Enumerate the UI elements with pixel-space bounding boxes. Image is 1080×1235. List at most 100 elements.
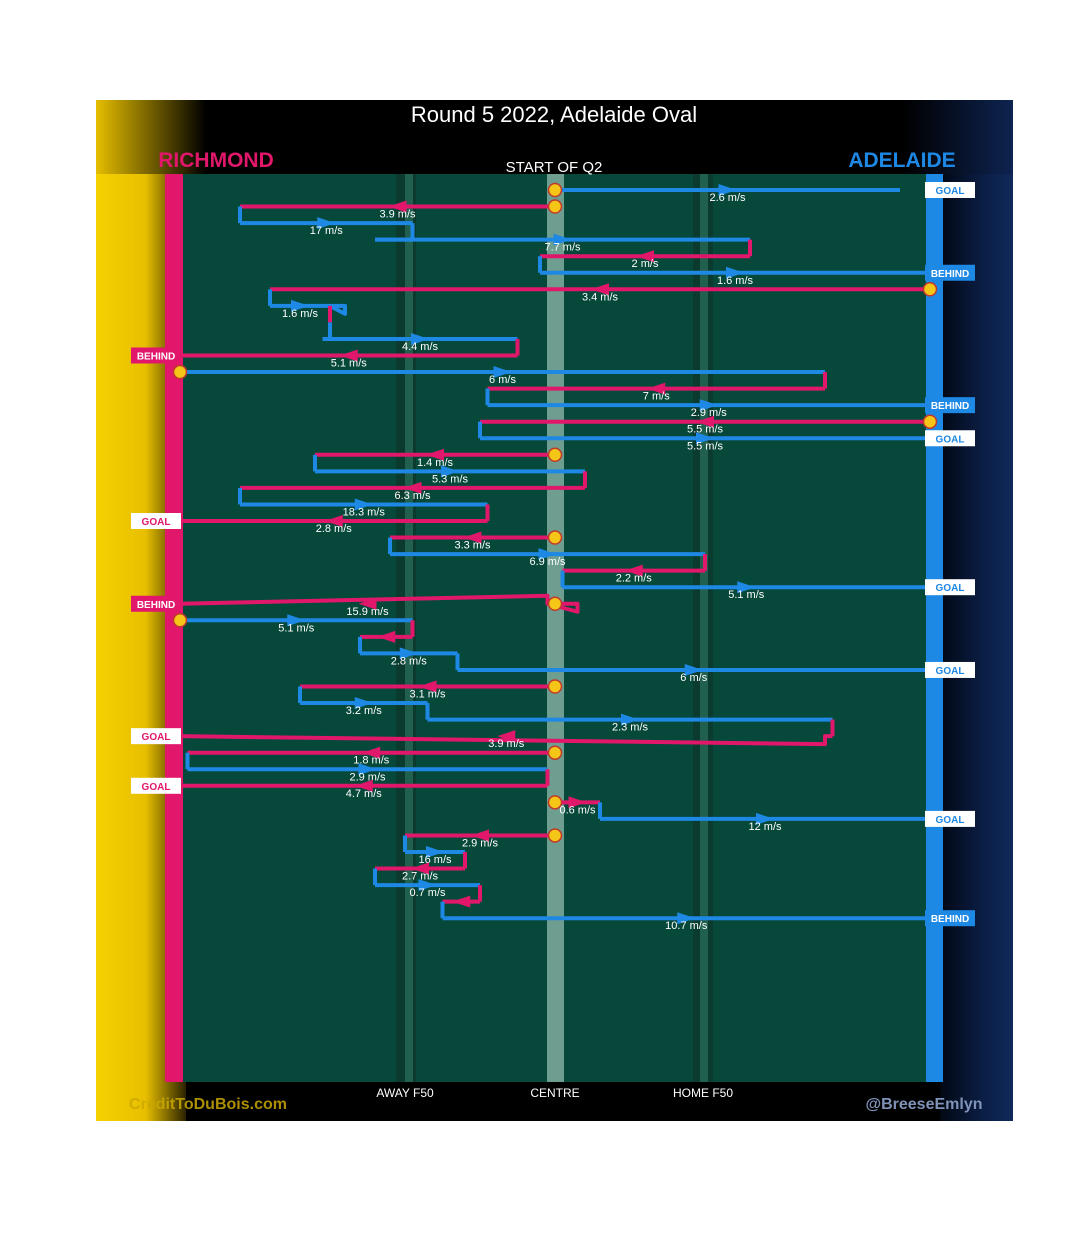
result-badge-goal <box>925 579 975 596</box>
chain-direction-arrow <box>538 548 557 561</box>
chain-direction-arrow <box>362 746 381 759</box>
stoppage-marker <box>172 364 188 380</box>
tick-label-centre: CENTRE <box>530 1086 579 1100</box>
chain-speed-label: 2.9 m/s <box>349 771 386 783</box>
chain-direction-arrow <box>647 382 666 395</box>
chain-direction-arrow <box>726 266 744 279</box>
chain-direction-arrow <box>684 663 703 676</box>
result-badge-goal <box>925 661 975 678</box>
chain-direction-arrow <box>756 812 774 825</box>
chain-speed-label: 2.3 m/s <box>612 722 649 734</box>
chain-direction-arrow <box>737 581 756 594</box>
result-badge-label: GOAL <box>936 815 965 826</box>
chain-speed-label: 7 m/s <box>643 391 670 403</box>
chain-direction-arrow <box>324 515 343 527</box>
chain-speed-label: 6 m/s <box>489 374 516 386</box>
result-badge-behind <box>131 595 181 612</box>
adelaide-goal-post <box>926 174 943 1082</box>
chain-speed-label: 0.7 m/s <box>409 887 446 899</box>
chain-direction-arrow <box>418 680 437 693</box>
chain-speed-label: 2.2 m/s <box>616 573 653 585</box>
chain-direction-arrow <box>463 531 482 544</box>
chain-speed-label: 2.6 m/s <box>709 192 746 204</box>
result-badge-behind <box>925 910 975 927</box>
result-badge-goal <box>925 182 975 198</box>
stoppage-marker <box>547 199 563 214</box>
chain-speed-label: 5.5 m/s <box>687 424 724 436</box>
chain-speed-label: 3.9 m/s <box>379 209 416 221</box>
result-badge-label: BEHIND <box>137 600 175 611</box>
chain-speed-label: 2 m/s <box>632 258 659 270</box>
chain-direction-arrow <box>699 399 718 412</box>
result-badge-label: GOAL <box>142 517 171 528</box>
stoppage-marker <box>547 182 563 198</box>
result-badge-behind <box>131 347 181 364</box>
stoppage-marker <box>922 414 938 429</box>
result-badge-goal <box>131 777 181 794</box>
chain-direction-arrow <box>418 879 437 892</box>
chain-speed-label: 0.6 m/s <box>559 804 596 816</box>
result-badge-label: GOAL <box>936 583 965 594</box>
credit-left: CreditToDuBois.com <box>129 1096 287 1113</box>
footer-band <box>96 1082 1013 1121</box>
stoppage-marker <box>547 679 563 694</box>
result-badge-goal <box>925 810 975 827</box>
chain-speed-label: 16 m/s <box>418 854 452 866</box>
chain-speed-label: 17 m/s <box>310 225 344 237</box>
chain-direction-arrow <box>358 597 377 610</box>
chain-direction-arrow <box>411 862 429 875</box>
result-badge-label: GOAL <box>142 732 171 743</box>
chain-direction-arrow <box>291 299 309 312</box>
chain-speed-label: 5.1 m/s <box>331 358 368 370</box>
chain-speed-label: 3.9 m/s <box>488 738 525 750</box>
chain-direction-arrow <box>403 481 422 494</box>
result-badge-behind <box>925 397 975 414</box>
chain-speed-label: 1.8 m/s <box>353 755 390 767</box>
chain-speed-label: 18.3 m/s <box>343 506 386 518</box>
chain-speed-label: 1.6 m/s <box>282 308 319 320</box>
chain-speed-label: 5.1 m/s <box>278 622 315 634</box>
result-badge-label: BEHIND <box>931 914 969 925</box>
chain-speed-label: 5.5 m/s <box>687 440 724 452</box>
result-badge-behind <box>925 264 975 281</box>
chain-speed-label: 12 m/s <box>748 821 782 833</box>
stoppage-marker <box>547 530 563 545</box>
chain-direction-arrow <box>358 763 377 776</box>
chain-direction-arrow <box>696 415 714 428</box>
tick-label-home-f50: HOME F50 <box>673 1086 733 1100</box>
chain-speed-label: 3.4 m/s <box>582 291 619 303</box>
result-badge-label: GOAL <box>142 782 171 793</box>
chain-direction-arrow <box>388 200 407 213</box>
richmond-goal-post <box>165 174 183 1082</box>
result-badge-goal <box>131 728 181 745</box>
chain-direction-arrow <box>718 184 737 196</box>
chain-direction-arrow <box>497 730 516 743</box>
stoppage-marker <box>547 745 563 760</box>
chain-speed-label: 2.7 m/s <box>402 871 439 883</box>
chain-direction-arrow <box>426 448 444 461</box>
chain-direction-arrow <box>568 796 587 809</box>
chain-speed-label: 3.2 m/s <box>346 705 383 717</box>
chain-speed-label: 15.9 m/s <box>346 606 389 618</box>
adelaide-team-label: ADELAIDE <box>848 149 955 172</box>
chain-direction-arrow <box>493 366 512 379</box>
chain-direction-arrow <box>624 564 643 577</box>
stoppage-marker <box>922 282 938 297</box>
result-badge-goal <box>925 430 975 447</box>
chain-speed-label: 1.6 m/s <box>717 275 754 287</box>
chain-speed-label: 2.8 m/s <box>316 523 353 535</box>
possession-chains: 2.6 m/s GOAL 3.9 m/s 17 m/s 7.7 m/s 2 m/s 1.6 … <box>131 182 975 932</box>
stoppage-marker <box>547 795 563 810</box>
chain-speed-label: 1.4 m/s <box>417 457 454 469</box>
result-badge-label: BEHIND <box>931 401 969 412</box>
chain-speed-label: 2.8 m/s <box>391 655 428 667</box>
result-badge-label: GOAL <box>936 434 965 445</box>
chain-speed-label: 2.9 m/s <box>691 407 728 419</box>
chain-direction-arrow <box>317 217 336 230</box>
stoppage-marker <box>547 596 563 611</box>
result-badge-label: GOAL <box>936 666 965 677</box>
chain-direction-arrow <box>553 233 572 246</box>
tick-label-away-f50: AWAY F50 <box>376 1086 434 1100</box>
chain-direction-arrow <box>471 829 489 842</box>
